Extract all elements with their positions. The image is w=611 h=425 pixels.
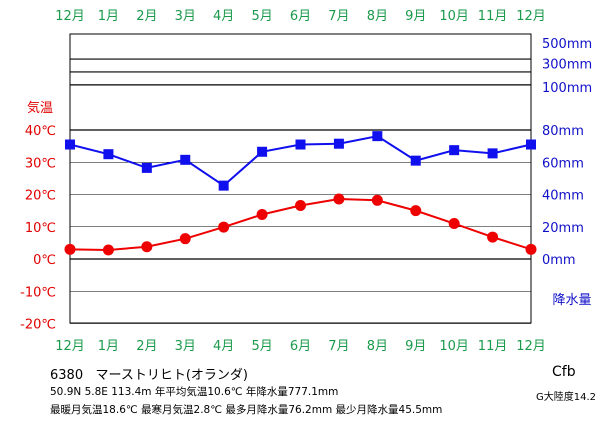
month-label-top: 12月 [516, 9, 546, 24]
temp-tick-label: 40℃ [25, 124, 56, 139]
month-label-bottom: 9月 [405, 339, 426, 354]
prec-tick-label: 100mm [542, 81, 592, 96]
temp-point [371, 194, 383, 206]
precipitation-series [65, 131, 536, 191]
month-label-bottom: 5月 [251, 339, 272, 354]
month-label-bottom: 12月 [516, 339, 546, 354]
month-label-bottom: 10月 [439, 339, 469, 354]
prec-tick-label: 40mm [542, 189, 584, 204]
month-label-bottom: 3月 [175, 339, 196, 354]
month-label-bottom: 12月 [55, 339, 85, 354]
month-label-bottom: 6月 [290, 339, 311, 354]
station-title: 6380 マーストリヒト(オランダ) [50, 364, 248, 383]
month-label-top: 11月 [478, 9, 508, 24]
prec-point [333, 138, 344, 149]
prec-point [526, 139, 536, 150]
prec-tick-label: 80mm [542, 124, 584, 139]
prec-point [180, 154, 191, 165]
prec-point [372, 131, 383, 142]
month-label-top: 5月 [251, 9, 272, 24]
month-label-top: 1月 [98, 9, 119, 24]
temp-tick-label: 10℃ [25, 221, 56, 236]
temp-point [179, 233, 191, 245]
prec-point [295, 139, 306, 150]
temp-point [448, 218, 460, 230]
month-label-top: 7月 [328, 9, 349, 24]
temp-point [295, 199, 306, 211]
temp-tick-label: -20℃ [20, 318, 56, 333]
month-label-top: 12月 [55, 9, 85, 24]
month-label-top: 3月 [175, 9, 196, 24]
temp-point [256, 208, 268, 220]
temp-point [64, 243, 76, 255]
prec-tick-label: 20mm [542, 221, 584, 236]
prec-point [449, 145, 460, 156]
temp-point [333, 193, 345, 205]
month-label-top: 4月 [213, 9, 234, 24]
month-label-top: 8月 [367, 9, 388, 24]
stats-line-1: 50.9N 5.8E 113.4m 年平均気温10.6℃ 年降水量777.1mm [50, 386, 339, 398]
prec-point [257, 146, 268, 157]
prec-point [141, 162, 152, 173]
prec-tick-label: 60mm [542, 156, 584, 171]
month-label-bottom: 8月 [367, 339, 388, 354]
axis-labels: 12月 12月 1月 1月 2月 2月 3月 3月 4月 4月 5月 5月 6月 6月 7月 7月 8月 8月 9月… [20, 9, 592, 354]
prec-point [410, 155, 421, 166]
temp-tick-label: 30℃ [25, 156, 56, 171]
prec-tick-label: 500mm [542, 37, 592, 52]
temp-point [525, 243, 537, 255]
prec-point [218, 180, 229, 191]
month-label-top: 2月 [136, 9, 157, 24]
temp-axis-title: 気温 [27, 100, 53, 116]
month-label-bottom: 7月 [328, 339, 349, 354]
plot-border [69, 33, 532, 324]
month-label-bottom: 1月 [98, 339, 119, 354]
temperature-series [64, 193, 537, 256]
prec-point [65, 139, 75, 150]
temp-point [102, 244, 114, 256]
stats-line-2: 最暖月気温18.6℃ 最寒月気温2.8℃ 最多月降水量76.2mm 最少月降水量… [50, 404, 443, 416]
month-label-top: 6月 [290, 9, 311, 24]
month-label-top: 10月 [439, 9, 469, 24]
month-label-bottom: 4月 [213, 339, 234, 354]
temp-tick-label: 0℃ [33, 253, 56, 268]
temp-point [218, 221, 230, 233]
temp-point [141, 241, 153, 253]
continentality-index: G大陸度14.2 [536, 392, 597, 403]
month-label-top: 9月 [405, 9, 426, 24]
prec-tick-label: 300mm [542, 58, 592, 73]
prec-axis-title: 降水量 [552, 293, 591, 308]
temp-tick-label: -10℃ [20, 285, 56, 300]
prec-tick-label: 0mm [542, 253, 576, 268]
grid [69, 33, 532, 324]
temp-tick-label: 20℃ [25, 189, 56, 204]
month-label-bottom: 2月 [136, 339, 157, 354]
prec-point [103, 149, 114, 160]
station-name: マーストリヒト(オランダ) [95, 368, 249, 383]
month-label-bottom: 11月 [478, 339, 508, 354]
prec-point [487, 148, 498, 159]
temp-point [410, 205, 422, 217]
temp-point [487, 231, 499, 243]
koppen-class: Cfb [552, 364, 576, 380]
station-id: 6380 [50, 368, 84, 383]
